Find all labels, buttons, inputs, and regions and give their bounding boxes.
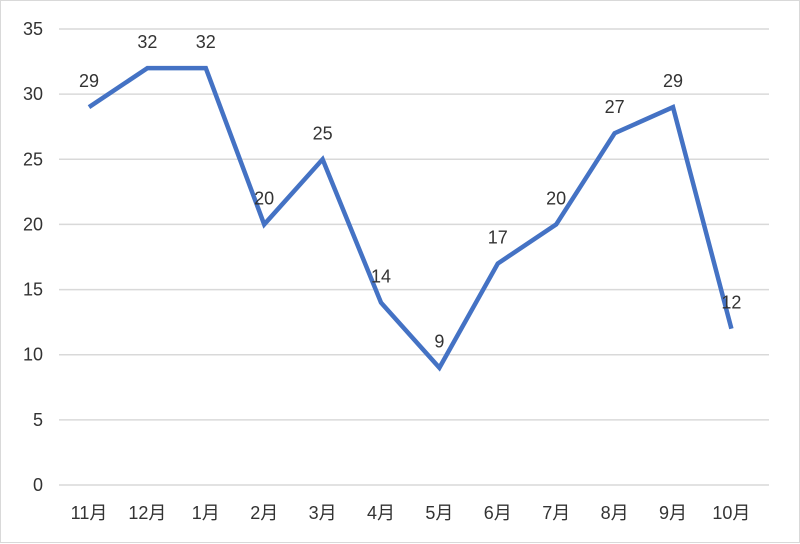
x-tick-label: 7月 — [542, 503, 570, 523]
x-tick-label: 9月 — [659, 503, 687, 523]
data-label: 20 — [546, 188, 566, 208]
x-tick-label: 2月 — [250, 503, 278, 523]
data-label: 32 — [196, 32, 216, 52]
data-label: 17 — [488, 228, 508, 248]
gridlines — [59, 28, 769, 486]
y-tick-label: 30 — [23, 84, 43, 104]
y-tick-label: 10 — [23, 345, 43, 365]
y-tick-label: 20 — [23, 214, 43, 234]
x-tick-label: 6月 — [484, 503, 512, 523]
data-label: 27 — [605, 97, 625, 117]
x-tick-label: 8月 — [601, 503, 629, 523]
data-label: 29 — [663, 71, 683, 91]
data-label: 12 — [721, 293, 741, 313]
y-tick-label: 15 — [23, 280, 43, 300]
series-layer — [87, 65, 734, 372]
y-tick-label: 0 — [33, 475, 43, 495]
data-label: 9 — [434, 332, 444, 352]
x-tick-label: 12月 — [128, 503, 166, 523]
data-label: 25 — [313, 123, 333, 143]
x-tick-label: 11月 — [71, 503, 108, 523]
data-label: 20 — [254, 188, 274, 208]
series-line-0 — [87, 65, 734, 372]
data-label: 14 — [371, 267, 391, 287]
y-tick-label: 35 — [23, 19, 43, 39]
data-label: 32 — [137, 32, 157, 52]
y-tick-label: 25 — [23, 149, 43, 169]
data-label: 29 — [79, 71, 99, 91]
y-tick-label: 5 — [33, 410, 43, 430]
x-tick-label: 5月 — [425, 503, 453, 523]
x-tick-label: 1月 — [192, 503, 220, 523]
x-tick-label: 3月 — [309, 503, 337, 523]
x-tick-label: 10月 — [712, 503, 750, 523]
x-tick-label: 4月 — [367, 503, 395, 523]
y-axis-ticks: 0 5 10 15 20 25 30 35 — [23, 19, 43, 495]
data-labels: 29 32 32 20 25 14 9 17 20 27 29 12 — [79, 32, 741, 352]
x-axis-ticks: 11月 12月 1月 2月 3月 4月 5月 6月 7月 8月 9月 10月 — [71, 503, 751, 523]
